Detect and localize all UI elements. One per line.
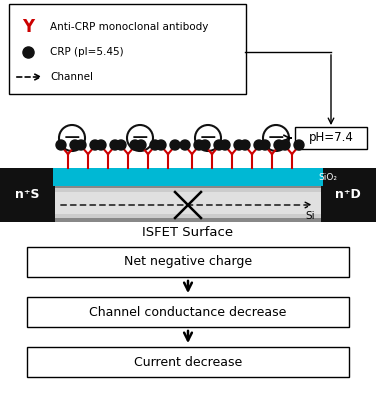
Circle shape [180, 140, 190, 150]
Bar [53, 184, 323, 222]
Circle shape [116, 140, 126, 150]
Circle shape [136, 140, 146, 150]
FancyBboxPatch shape [27, 247, 349, 277]
Circle shape [195, 125, 221, 151]
Circle shape [280, 140, 290, 150]
Circle shape [59, 125, 85, 151]
FancyBboxPatch shape [27, 347, 349, 377]
Text: Si: Si [305, 211, 315, 221]
Text: SiO₂: SiO₂ [318, 173, 337, 182]
Circle shape [150, 140, 160, 150]
Text: n⁺S: n⁺S [15, 189, 39, 202]
Text: Channel: Channel [50, 72, 93, 82]
Circle shape [260, 140, 270, 150]
Circle shape [76, 140, 86, 150]
Circle shape [240, 140, 250, 150]
Circle shape [156, 140, 166, 150]
Circle shape [214, 140, 224, 150]
Circle shape [274, 140, 284, 150]
FancyBboxPatch shape [27, 297, 349, 327]
Bar [53, 188, 323, 218]
Text: −: − [131, 128, 149, 148]
Text: Anti-CRP monoclonal antibody: Anti-CRP monoclonal antibody [50, 22, 208, 32]
Text: pH=7.4: pH=7.4 [309, 132, 353, 144]
Circle shape [56, 140, 66, 150]
Circle shape [263, 125, 289, 151]
Text: −: − [63, 128, 81, 148]
Text: Channel conductance decrease: Channel conductance decrease [89, 306, 287, 319]
Bar [53, 168, 323, 186]
Circle shape [127, 125, 153, 151]
Circle shape [70, 140, 80, 150]
Text: Net negative charge: Net negative charge [124, 256, 252, 268]
Text: ISFET Surface: ISFET Surface [143, 225, 233, 238]
Circle shape [110, 140, 120, 150]
Text: Current decrease: Current decrease [134, 355, 242, 369]
FancyBboxPatch shape [9, 4, 246, 94]
Text: Y: Y [22, 18, 34, 36]
Text: −: − [267, 128, 285, 148]
Text: n⁺D: n⁺D [335, 189, 361, 202]
Circle shape [254, 140, 264, 150]
Circle shape [130, 140, 140, 150]
Circle shape [170, 140, 180, 150]
Text: −: − [199, 128, 217, 148]
Bar [53, 192, 323, 214]
Bar [321, 168, 376, 222]
Circle shape [220, 140, 230, 150]
Circle shape [90, 140, 100, 150]
Circle shape [200, 140, 210, 150]
Text: CRP (pI=5.45): CRP (pI=5.45) [50, 47, 124, 57]
FancyBboxPatch shape [295, 127, 367, 149]
Circle shape [96, 140, 106, 150]
Circle shape [294, 140, 304, 150]
Bar [0, 168, 55, 222]
Circle shape [234, 140, 244, 150]
Circle shape [194, 140, 204, 150]
